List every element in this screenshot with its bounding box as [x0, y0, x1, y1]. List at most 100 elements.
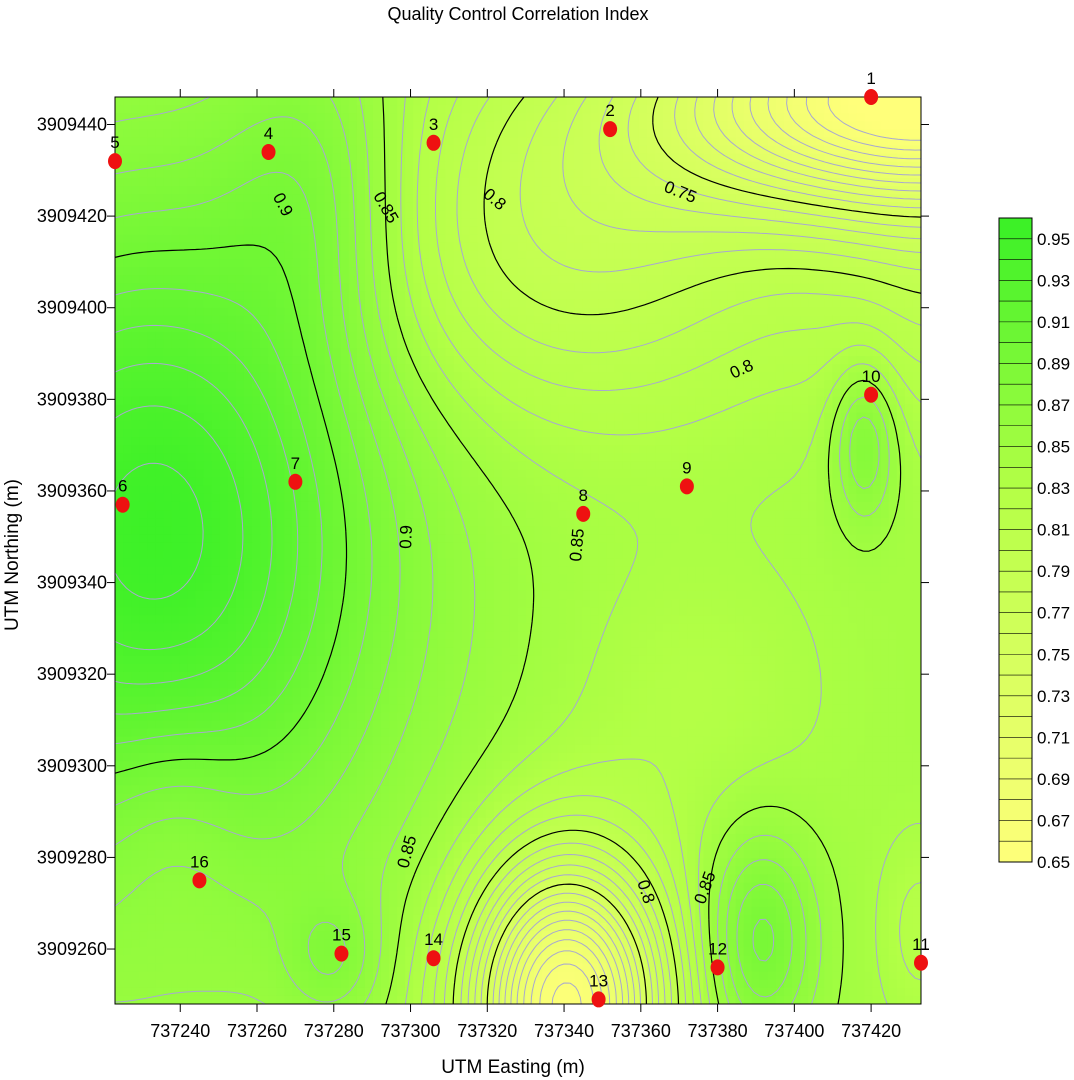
- colorbar: 0.95 0.93 0.91 0.89 0.87 0.85 0.83 0.81 0.79 0.77…: [998, 217, 1070, 872]
- sample-point-label: 8: [579, 486, 588, 505]
- major-contour-line: [486, 97, 921, 1004]
- sample-point-label: 4: [264, 124, 273, 143]
- minor-contour-line: [115, 288, 323, 745]
- major-contour-line: [115, 244, 348, 774]
- colorbar-band: [999, 342, 1032, 364]
- sample-point-label: 6: [118, 477, 127, 496]
- y-axis-label: UTM Northing (m): [2, 479, 23, 631]
- minor-contour-line: [115, 405, 244, 651]
- minor-contour-line: [115, 171, 775, 962]
- minor-contour-line: [523, 97, 921, 1004]
- y-tick-label: 3909400: [37, 298, 107, 318]
- x-tick-label: 737400: [764, 1021, 824, 1041]
- colorbar-band: [999, 675, 1032, 697]
- colorbar-tick-label: 0.93: [1037, 271, 1070, 290]
- x-tick-label: 737340: [534, 1021, 594, 1041]
- colorbar-tick-label: 0.81: [1037, 521, 1070, 540]
- y-tick-label: 3909320: [37, 664, 107, 684]
- x-axis-label: UTM Easting (m): [441, 1057, 585, 1078]
- sample-point-label: 9: [682, 458, 691, 477]
- minor-contour-line: [433, 97, 921, 1004]
- colorbar-band: [999, 446, 1032, 468]
- sample-point-label: 5: [110, 133, 119, 152]
- sample-point: [679, 478, 694, 495]
- contour-label: 0.85: [566, 528, 588, 563]
- colorbar-band: [999, 758, 1032, 780]
- sample-point: [192, 872, 207, 889]
- minor-contour-line: [400, 97, 921, 1004]
- x-tick-label: 737360: [611, 1021, 671, 1041]
- colorbar-band: [999, 529, 1032, 551]
- colorbar-band: [999, 550, 1032, 572]
- minor-contour-line: [498, 97, 921, 1004]
- sample-point: [864, 386, 879, 403]
- minor-contour-line: [115, 97, 880, 1004]
- colorbar-band: [999, 799, 1032, 821]
- minor-contour-line: [443, 97, 921, 1004]
- colorbar-tick-label: 0.85: [1037, 438, 1070, 457]
- y-tick-label: 3909300: [37, 756, 107, 776]
- sample-point: [576, 505, 591, 522]
- colorbar-band: [999, 280, 1032, 302]
- plot-frame: [114, 96, 922, 1005]
- colorbar-tick-label: 0.67: [1037, 811, 1070, 830]
- colorbar-band: [999, 654, 1032, 676]
- colorbar-tick-label: 0.65: [1037, 853, 1070, 872]
- sample-point-label: 13: [589, 971, 608, 990]
- sample-point: [261, 143, 276, 160]
- colorbar-tick-label: 0.75: [1037, 645, 1070, 664]
- colorbar-tick-label: 0.83: [1037, 479, 1070, 498]
- colorbar-band: [999, 820, 1032, 842]
- sample-point-label: 11: [912, 935, 930, 954]
- colorbar-tick-label: 0.79: [1037, 562, 1070, 581]
- minor-contour-line: [115, 362, 273, 685]
- minor-contour-line: [530, 97, 921, 1004]
- colorbar-band: [999, 467, 1032, 489]
- x-tick-label: 737260: [227, 1021, 287, 1041]
- y-tick-label: 3909440: [37, 114, 107, 134]
- colorbar-tick-label: 0.91: [1037, 313, 1070, 332]
- major-contour-line: [382, 97, 902, 1004]
- y-tick-label: 3909340: [37, 573, 107, 593]
- colorbar-band: [999, 716, 1032, 738]
- y-tick-label: 3909380: [37, 389, 107, 409]
- sample-point: [591, 991, 606, 1008]
- sample-point-label: 2: [605, 101, 614, 120]
- sample-point-label: 1: [866, 69, 875, 88]
- colorbar-tick-label: 0.77: [1037, 604, 1070, 623]
- colorbar-band: [999, 218, 1032, 240]
- minor-contour-line: [492, 97, 921, 1004]
- sample-point: [334, 945, 349, 962]
- minor-contour-line: [539, 97, 921, 1004]
- minor-contour-line: [551, 97, 921, 1004]
- sample-point: [864, 89, 879, 105]
- x-tick-label: 737420: [841, 1021, 901, 1041]
- sample-point: [115, 496, 130, 513]
- major-contour-line: [452, 97, 921, 1004]
- sample-point: [914, 954, 928, 971]
- sample-point: [603, 121, 618, 138]
- y-tick-label: 3909280: [37, 847, 107, 867]
- minor-contour-line: [115, 97, 890, 1004]
- colorbar-band: [999, 571, 1032, 593]
- minor-contour-line: [510, 97, 921, 1004]
- x-tick-label: 737240: [150, 1021, 210, 1041]
- colorbar-band: [999, 259, 1032, 281]
- sample-point-label: 14: [424, 930, 443, 949]
- colorbar-band: [999, 633, 1032, 655]
- y-tick-label: 3909420: [37, 206, 107, 226]
- colorbar-frame: [998, 217, 1033, 863]
- colorbar-band: [999, 488, 1032, 510]
- colorbar-band: [999, 363, 1032, 385]
- colorbar-tick-label: 0.95: [1037, 230, 1070, 249]
- sample-point-label: 7: [291, 454, 300, 473]
- colorbar-band: [999, 841, 1032, 863]
- colorbar-tick-label: 0.89: [1037, 354, 1070, 373]
- colorbar-tick-label: 0.73: [1037, 687, 1070, 706]
- sample-point: [710, 959, 725, 976]
- x-tick-label: 737320: [457, 1021, 517, 1041]
- colorbar-tick-label: 0.69: [1037, 770, 1070, 789]
- plot-area: [115, 97, 921, 1004]
